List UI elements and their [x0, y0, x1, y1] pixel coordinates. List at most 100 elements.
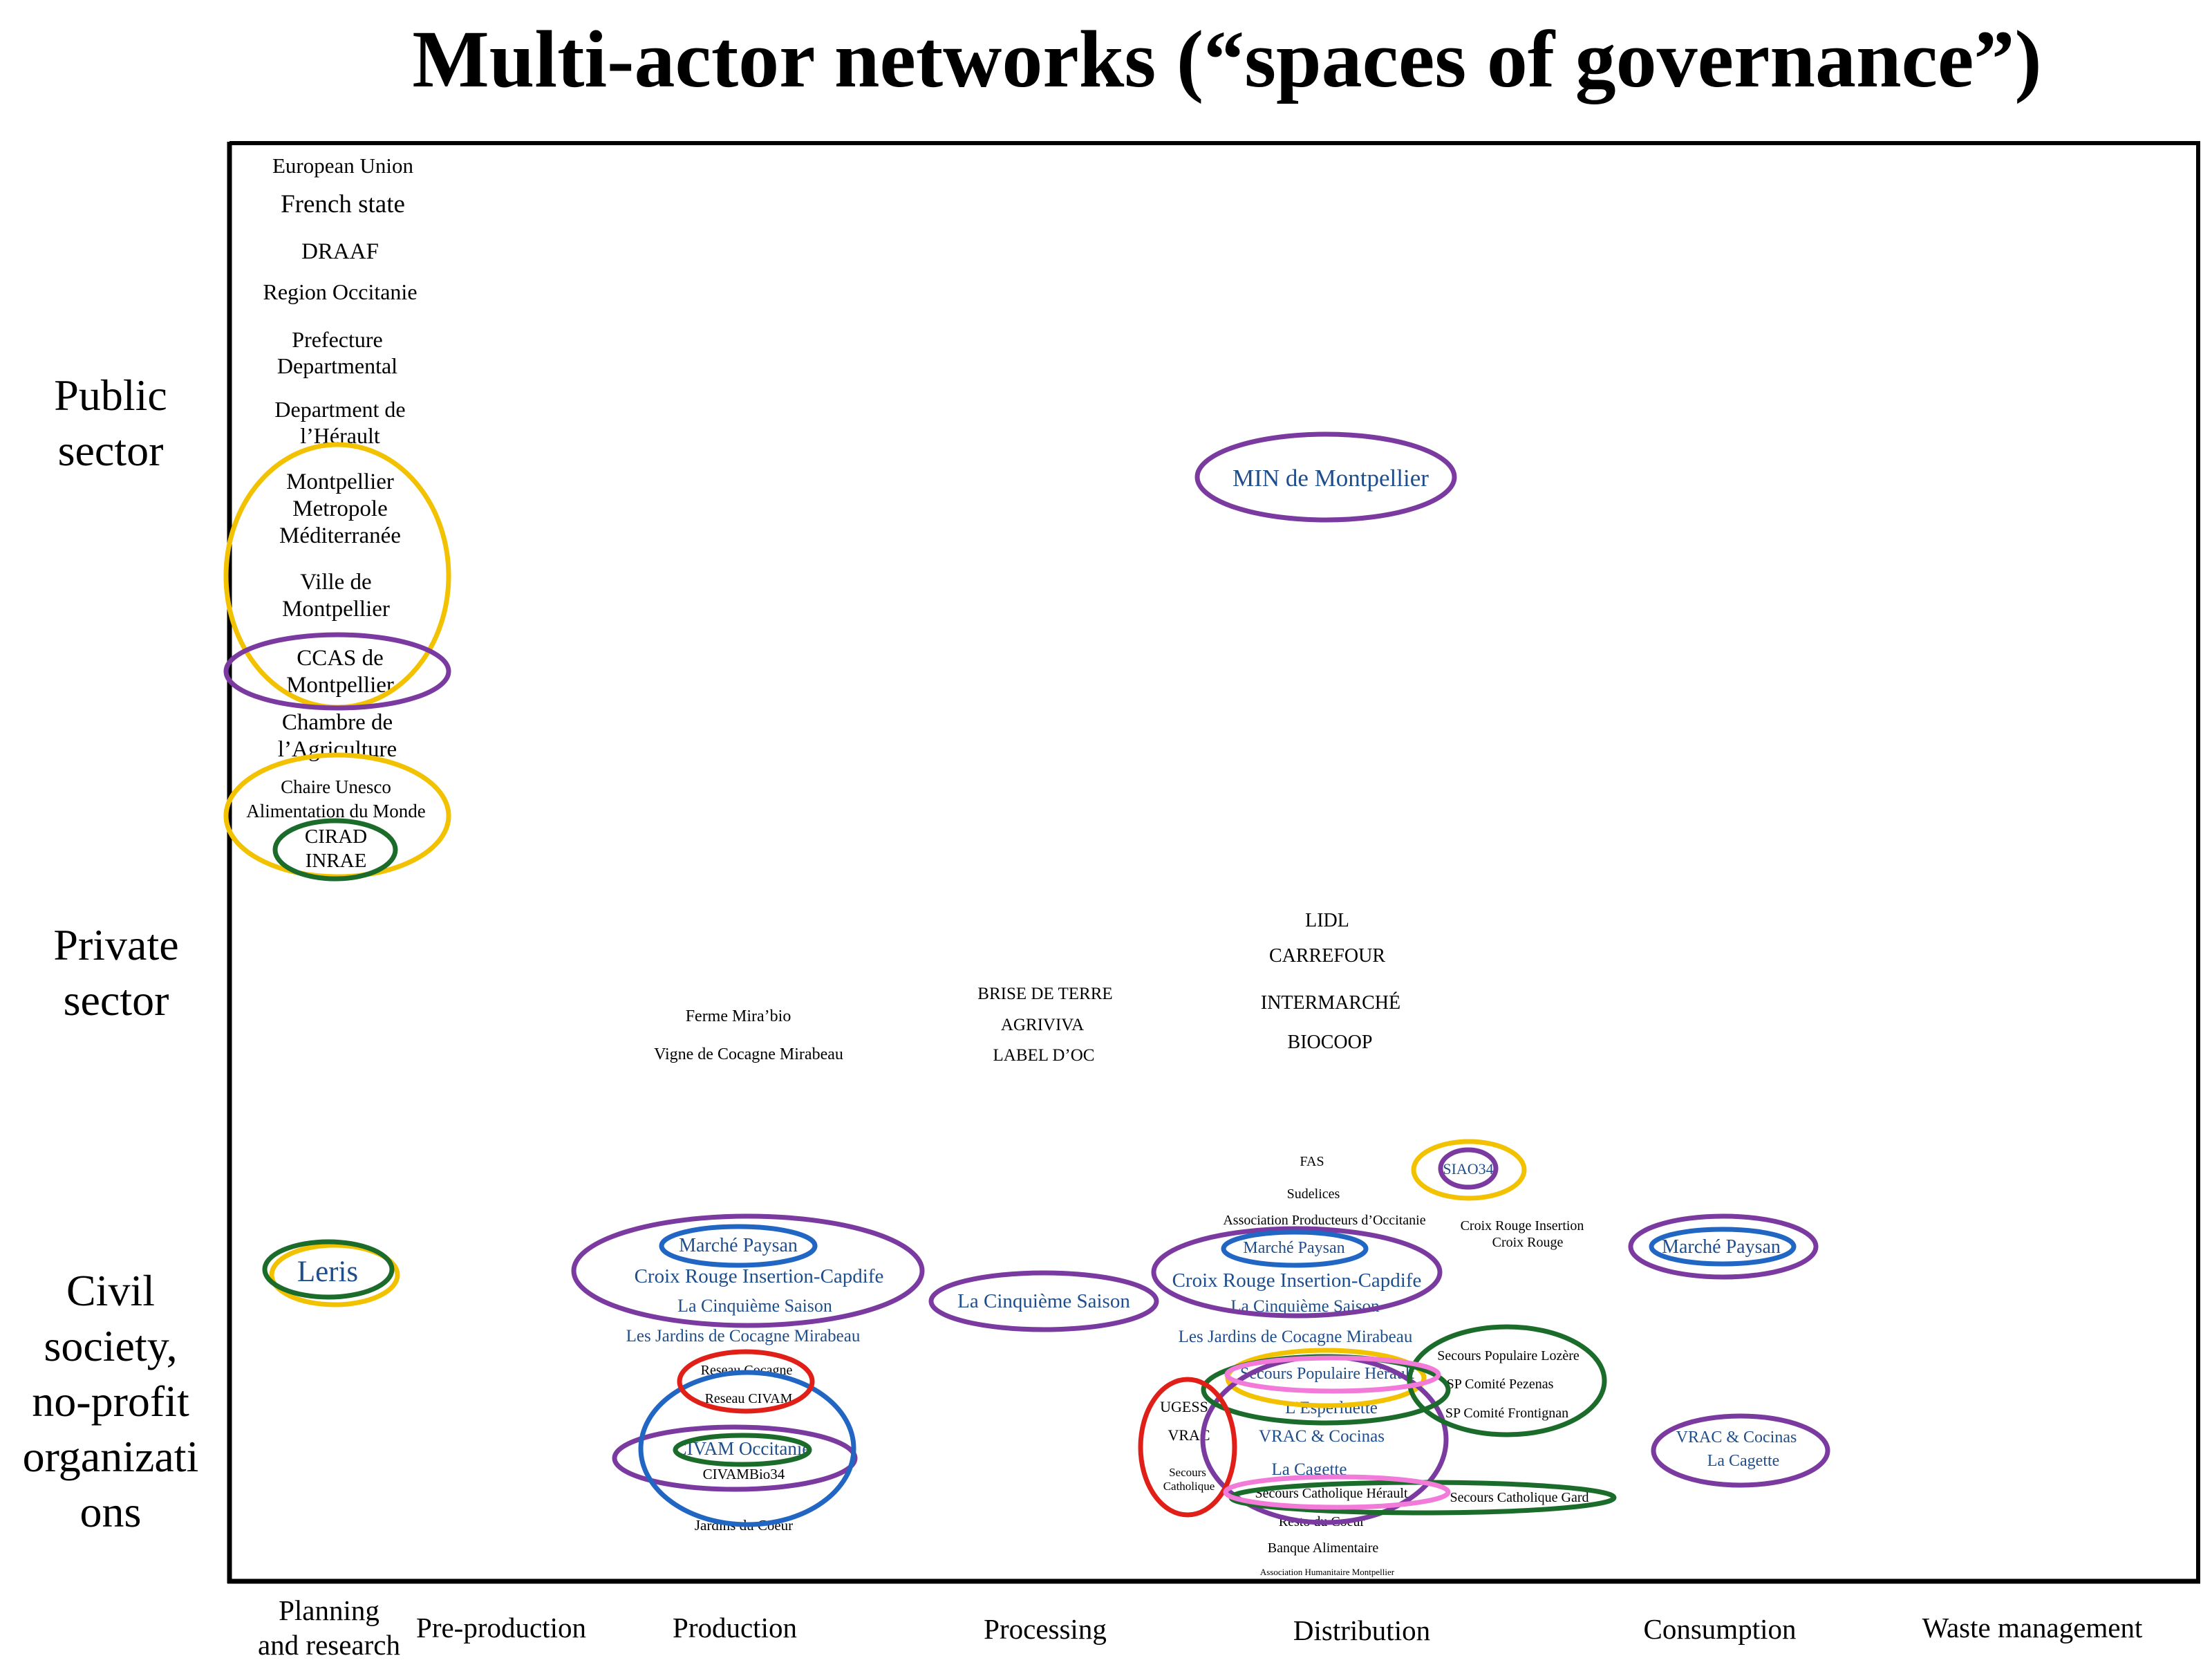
actor-secours-catholique-2: Catholique: [1163, 1480, 1215, 1493]
actor-cinquieme-saison-processing: La Cinquième Saison: [957, 1290, 1130, 1312]
purple-network-marche-consumption: [1628, 1213, 1819, 1280]
network-ellipses: [223, 431, 1830, 1527]
column-label-production: Production: [673, 1612, 797, 1643]
column-label-waste: Waste management: [1922, 1612, 2143, 1643]
actor-fas: FAS: [1300, 1154, 1324, 1169]
actor-prefecture-2: Departmental: [277, 353, 397, 378]
actor-french-state: French state: [281, 190, 405, 218]
actor-department-1: Department de: [274, 397, 405, 422]
actor-label-doc: LABEL D’OC: [993, 1046, 1095, 1065]
actor-chaire-2: Alimentation du Monde: [246, 801, 425, 821]
actor-vrac-cocinas-distribution: VRAC & Cocinas: [1259, 1427, 1385, 1446]
purple-network-processing: [928, 1270, 1159, 1332]
actor-inrae: INRAE: [306, 850, 367, 872]
actor-european-union: European Union: [272, 153, 414, 178]
actor-lidl: LIDL: [1305, 910, 1349, 931]
purple-network-ccas: [223, 632, 451, 711]
column-labels: Planning and research Pre-production Pro…: [258, 1594, 2143, 1661]
actor-marche-paysan-consumption: Marché Paysan: [1662, 1236, 1781, 1258]
actor-marche-paysan-production: Marché Paysan: [679, 1235, 798, 1256]
production-actors: Marché Paysan Croix Rouge Insertion-Capd…: [626, 1235, 884, 1534]
blue-network-marche-distribution: [1221, 1229, 1369, 1268]
actor-civambio34: CIVAMBio34: [703, 1466, 785, 1482]
yellow-network-siao34: [1411, 1139, 1527, 1201]
row-label-private-2: sector: [64, 976, 169, 1025]
planning-actors: European Union French state DRAAF Region…: [246, 153, 425, 1288]
actor-draaf: DRAAF: [301, 239, 379, 264]
column-label-consumption: Consumption: [1644, 1613, 1797, 1645]
green-network-leris: [262, 1239, 395, 1300]
actor-min-montpellier: MIN de Montpellier: [1232, 465, 1429, 492]
pink-network-secours-catholique: [1223, 1474, 1451, 1510]
row-label-civil-4: organizati: [23, 1432, 199, 1481]
actor-association-producteurs: Association Producteurs d’Occitanie: [1223, 1213, 1425, 1228]
actor-cinquieme-saison-production: La Cinquième Saison: [677, 1296, 832, 1316]
purple-network-distribution: [1151, 1226, 1443, 1319]
row-label-civil-1: Civil: [66, 1266, 155, 1315]
purple-network-siao34: [1438, 1147, 1499, 1190]
actor-croix-rouge-insertion-2: Croix Rouge: [1492, 1235, 1564, 1250]
actor-siao34: SIAO34: [1443, 1160, 1493, 1177]
actor-ferme-mirabio: Ferme Mira’bio: [686, 1007, 791, 1025]
consumption-actors: Marché Paysan VRAC & Cocinas La Cagette: [1662, 1236, 1797, 1470]
row-label-public-1: Public: [54, 371, 167, 420]
actor-ville-1: Ville de: [300, 570, 371, 595]
actor-chambre-1: Chambre de: [282, 710, 393, 735]
actor-jardins-cocagne-production: Les Jardins de Cocagne Mirabeau: [626, 1327, 861, 1345]
row-label-civil-5: ons: [80, 1487, 142, 1536]
actor-biocoop: BIOCOOP: [1288, 1032, 1373, 1053]
yellow-network-leris: [269, 1242, 400, 1307]
diagram-title: Multi-actor networks (“spaces of governa…: [412, 14, 2041, 104]
pink-network-secours-populaire: [1224, 1355, 1441, 1394]
row-label-civil-2: society,: [44, 1321, 177, 1370]
actor-chaire-1: Chaire Unesco: [281, 776, 391, 797]
purple-network-min: [1194, 431, 1457, 523]
actor-ugess: UGESS: [1160, 1398, 1208, 1415]
green-network-cirad: [272, 818, 398, 882]
blue-network-marche-consumption: [1649, 1227, 1797, 1267]
blue-network-civam: [638, 1370, 856, 1527]
actor-secours-catholique-gard: Secours Catholique Gard: [1450, 1490, 1588, 1505]
actor-banque-alimentaire: Banque Alimentaire: [1268, 1540, 1379, 1556]
purple-network-production: [571, 1213, 925, 1328]
column-label-planning-2: and research: [258, 1629, 400, 1661]
green-network-civam-occitanie: [673, 1433, 812, 1467]
actor-vrac-cocinas-consumption: VRAC & Cocinas: [1676, 1428, 1797, 1446]
actor-la-cagette-consumption: La Cagette: [1707, 1452, 1780, 1470]
red-network-reseau: [677, 1349, 815, 1414]
actor-agriviva: AGRIVIVA: [1001, 1016, 1084, 1034]
actor-sudelices: Sudelices: [1287, 1186, 1340, 1202]
actor-region-occitanie: Region Occitanie: [263, 279, 417, 304]
actor-cirad: CIRAD: [305, 826, 367, 848]
actor-secours-catholique-1: Secours: [1169, 1466, 1206, 1479]
actor-reseau-civam: Reseau CIVAM: [705, 1391, 793, 1406]
actor-metropole-3: Méditerranée: [279, 523, 401, 548]
actor-secours-catholique-herault: Secours Catholique Hérault: [1255, 1486, 1407, 1501]
purple-network-vrac-consumption: [1651, 1413, 1830, 1488]
actor-croix-rouge-production: Croix Rouge Insertion-Capdife: [635, 1265, 884, 1287]
actor-association-humanitaire: Association Humanitaire Montpellier: [1260, 1567, 1395, 1577]
column-label-preproduction: Pre-production: [416, 1612, 586, 1643]
actor-metropole-2: Metropole: [292, 496, 387, 521]
actor-vigne-cocagne: Vigne de Cocagne Mirabeau: [654, 1045, 843, 1063]
green-network-secours-populaire: [1407, 1324, 1607, 1437]
actor-jardins-cocagne-distribution: Les Jardins de Cocagne Mirabeau: [1179, 1328, 1413, 1346]
actor-croix-rouge-distribution: Croix Rouge Insertion-Capdife: [1172, 1269, 1422, 1292]
actor-ccas-1: CCAS de: [297, 646, 384, 671]
column-label-planning-1: Planning: [279, 1594, 379, 1626]
column-label-distribution: Distribution: [1293, 1614, 1430, 1646]
blue-network-marche-production: [659, 1224, 818, 1268]
actor-secours-populaire-lozere: Secours Populaire Lozère: [1437, 1348, 1580, 1363]
actor-carrefour: CARREFOUR: [1269, 945, 1385, 967]
red-network-ugess: [1138, 1377, 1237, 1518]
row-label-private-1: Private: [53, 920, 178, 969]
actor-intermarche: INTERMARCHÉ: [1261, 992, 1400, 1014]
column-label-processing: Processing: [984, 1613, 1107, 1645]
actor-croix-rouge-insertion-1: Croix Rouge Insertion: [1461, 1218, 1584, 1233]
chart-frame: [227, 141, 2200, 1584]
actor-metropole-1: Montpellier: [286, 469, 394, 494]
row-label-public-2: sector: [58, 426, 164, 475]
actor-ville-2: Montpellier: [282, 597, 390, 622]
actor-leris: Leris: [297, 1256, 358, 1288]
